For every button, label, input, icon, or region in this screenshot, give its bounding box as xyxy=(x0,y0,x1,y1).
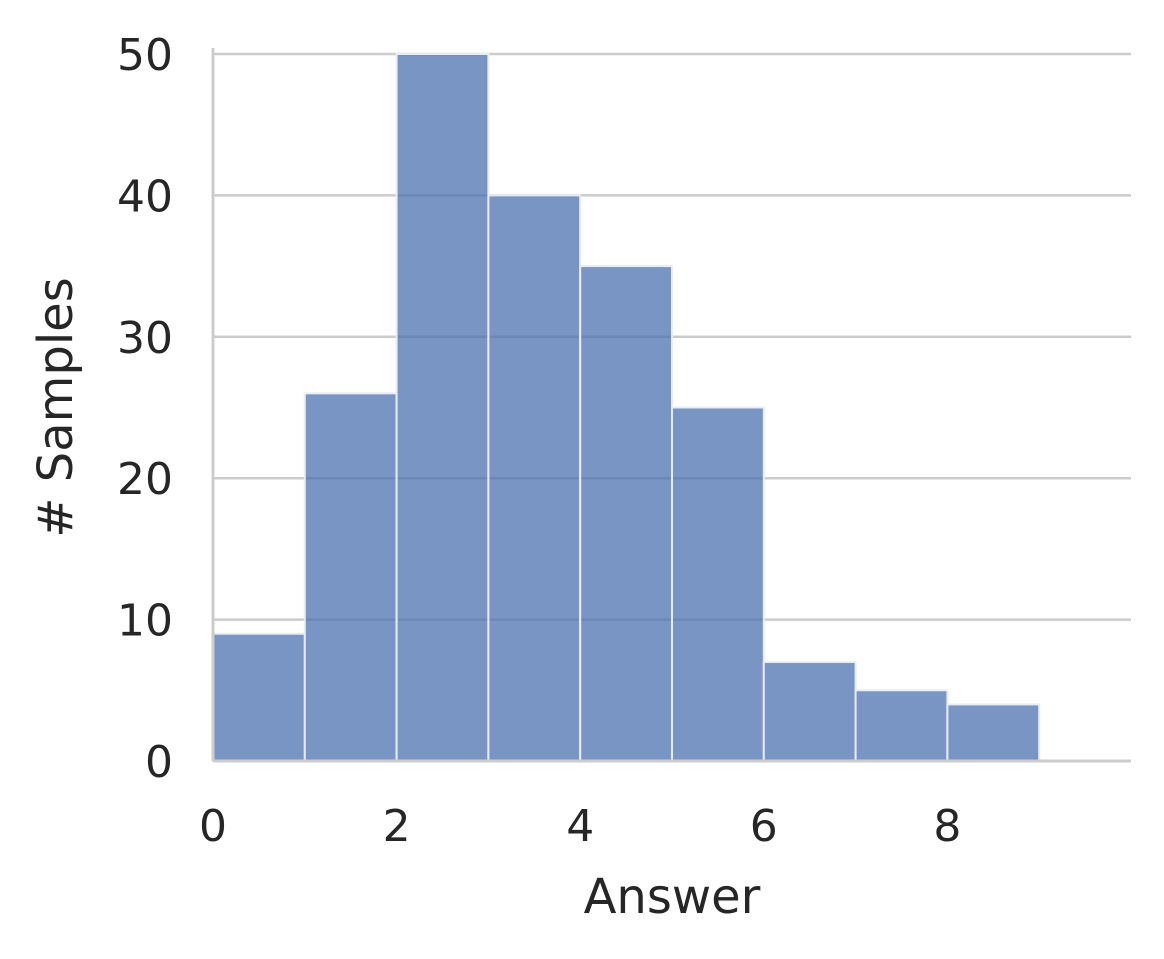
x-tick-label-0: 0 xyxy=(199,801,227,852)
y-tick-label-0: 0 xyxy=(145,737,173,788)
bar-7 xyxy=(854,689,949,762)
y-tick-label-10: 10 xyxy=(117,596,173,647)
bar-4 xyxy=(579,265,674,762)
bar-6 xyxy=(762,661,857,763)
x-axis-title: Answer xyxy=(584,869,761,925)
x-tick-label-6: 6 xyxy=(750,801,778,852)
bar-8 xyxy=(946,703,1041,763)
x-tick-labels: 0 2 4 6 8 xyxy=(199,801,961,852)
y-axis-title: # Samples xyxy=(28,277,84,537)
y-tick-label-20: 20 xyxy=(117,454,173,505)
bar-3 xyxy=(487,194,582,762)
y-tick-label-40: 40 xyxy=(117,171,173,222)
axes xyxy=(211,48,1131,763)
x-tick-label-2: 2 xyxy=(383,801,411,852)
y-tick-labels: 0 10 20 30 40 50 xyxy=(117,30,173,788)
bar-5 xyxy=(671,406,765,762)
x-tick-label-4: 4 xyxy=(566,801,594,852)
x-tick-label-8: 8 xyxy=(933,801,961,852)
bar-2 xyxy=(395,53,490,762)
bar-1 xyxy=(303,392,398,762)
bar-0 xyxy=(212,632,306,762)
y-tick-label-50: 50 xyxy=(117,30,173,81)
y-tick-label-30: 30 xyxy=(117,313,173,364)
bars xyxy=(212,53,1041,763)
